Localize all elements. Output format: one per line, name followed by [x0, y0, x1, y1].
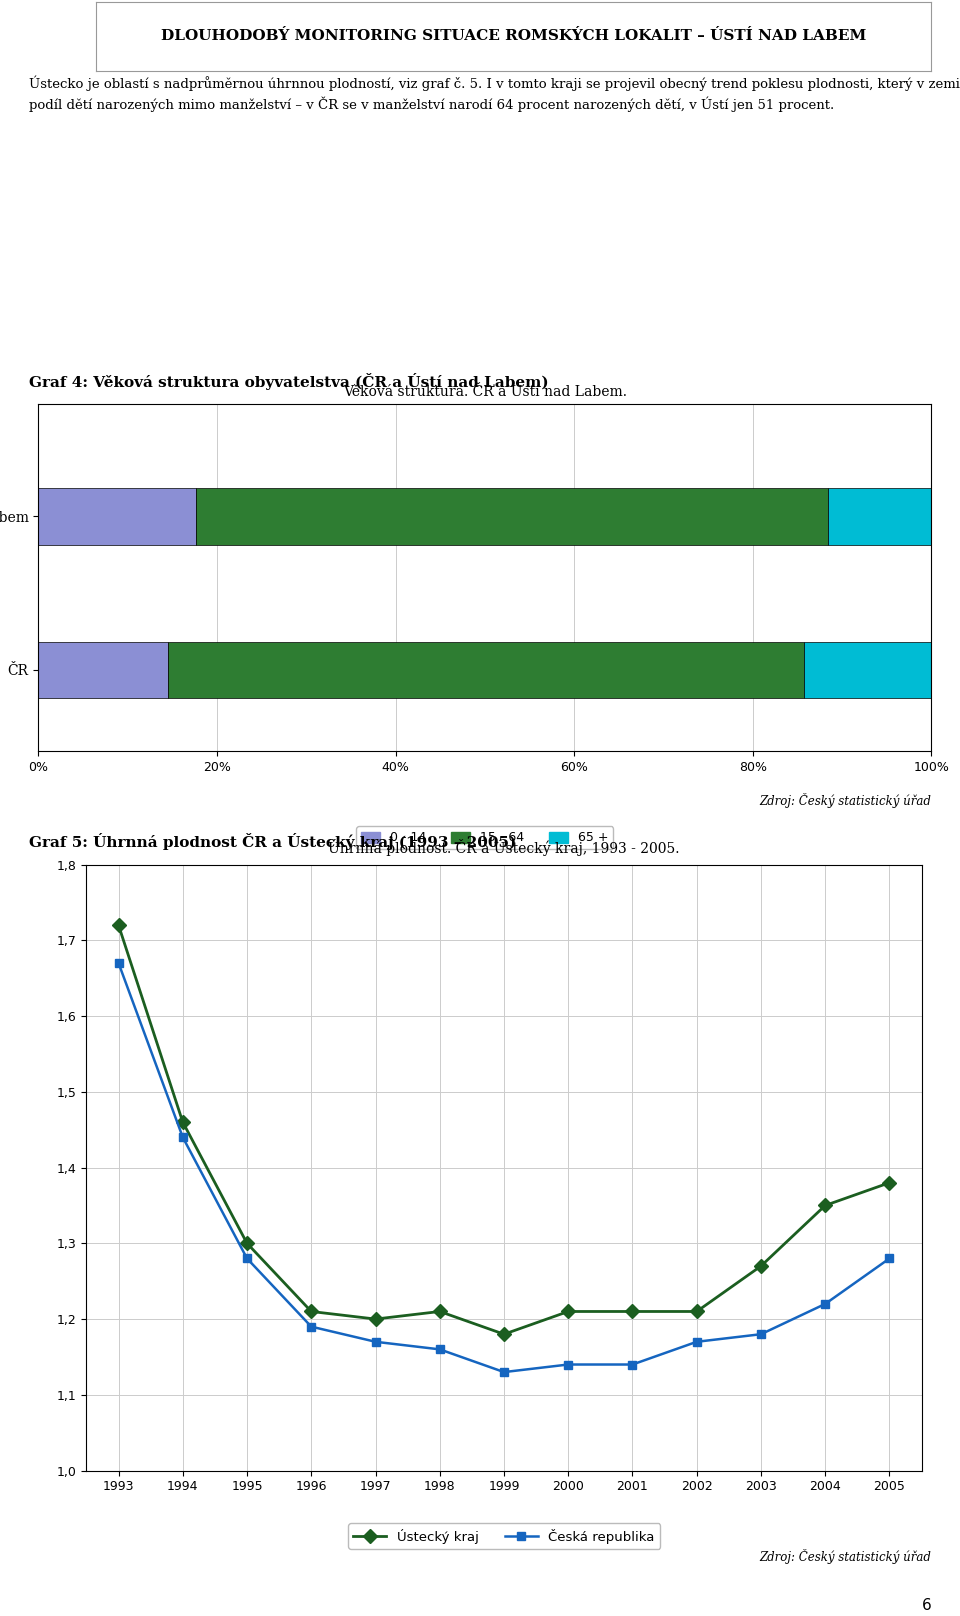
- Česká republika: [305, 1317, 317, 1336]
- Česká republika: [177, 1128, 188, 1147]
- Bar: [38, 488, 196, 545]
- Line: Česká republika: Česká republika: [114, 958, 894, 1377]
- Ústecký kraj: [884, 1173, 896, 1193]
- Česká republika: [112, 953, 124, 973]
- Česká republika: [370, 1332, 381, 1351]
- Česká republika: [498, 1362, 510, 1382]
- Ústecký kraj: [563, 1302, 574, 1322]
- Ústecký kraj: [112, 915, 124, 934]
- Ústecký kraj: [756, 1256, 767, 1275]
- Text: g: g: [55, 15, 70, 34]
- Česká republika: [241, 1249, 252, 1269]
- Legend: 0 - 14, 15 - 64, 65 +: 0 - 14, 15 - 64, 65 +: [356, 826, 613, 850]
- Ústecký kraj: [241, 1233, 252, 1252]
- Česká republika: [691, 1332, 703, 1351]
- Bar: [38, 642, 168, 698]
- Česká republika: [434, 1340, 445, 1359]
- Ústecký kraj: [434, 1302, 445, 1322]
- Text: 6: 6: [922, 1598, 931, 1613]
- Česká republika: [627, 1354, 638, 1374]
- Bar: [804, 642, 931, 698]
- Ústecký kraj: [305, 1302, 317, 1322]
- Česká republika: [563, 1354, 574, 1374]
- Bar: [196, 488, 828, 545]
- Legend: Ústecký kraj, Česká republika: Ústecký kraj, Česká republika: [348, 1524, 660, 1548]
- Česká republika: [884, 1249, 896, 1269]
- Text: Ústecko je oblastí s nadprůměrnou úhrnnou plodností, viz graf č. 5. I v tomto kr: Ústecko je oblastí s nadprůměrnou úhrnno…: [29, 76, 960, 112]
- Česká republika: [756, 1325, 767, 1345]
- Ústecký kraj: [691, 1302, 703, 1322]
- Text: Graf 4: Věková struktura obyvatelstva (ČR a Ústí nad Labem): Graf 4: Věková struktura obyvatelstva (Č…: [29, 373, 548, 389]
- Ústecký kraj: [177, 1112, 188, 1131]
- Text: ac: ac: [55, 50, 70, 63]
- Text: DLOUHODOBÝ MONITORING SITUACE ROMSKÝCH LOKALIT – ÚSTÍ NAD LABEM: DLOUHODOBÝ MONITORING SITUACE ROMSKÝCH L…: [161, 29, 866, 44]
- Ústecký kraj: [627, 1302, 638, 1322]
- Ústecký kraj: [820, 1196, 831, 1215]
- Text: Zdroj: Český statistický úřad: Zdroj: Český statistický úřad: [759, 793, 931, 808]
- Ústecký kraj: [498, 1325, 510, 1345]
- Bar: [168, 642, 804, 698]
- Title: Věková struktura. ČR a Ústí nad Labem.: Věková struktura. ČR a Ústí nad Labem.: [343, 385, 627, 399]
- Bar: [828, 488, 931, 545]
- Text: Zdroj: Český statistický úřad: Zdroj: Český statistický úřad: [759, 1550, 931, 1564]
- Česká republika: [820, 1294, 831, 1314]
- Title: Úhrnná plodnost. ČR a Ústecký kraj, 1993 - 2005.: Úhrnná plodnost. ČR a Ústecký kraj, 1993…: [328, 839, 680, 856]
- Text: Graf 5: Úhrnná plodnost ČR a Ústecký kraj (1993 – 2005): Graf 5: Úhrnná plodnost ČR a Ústecký kra…: [29, 834, 516, 850]
- Line: Ústecký kraj: Ústecký kraj: [113, 920, 895, 1340]
- Ústecký kraj: [370, 1309, 381, 1328]
